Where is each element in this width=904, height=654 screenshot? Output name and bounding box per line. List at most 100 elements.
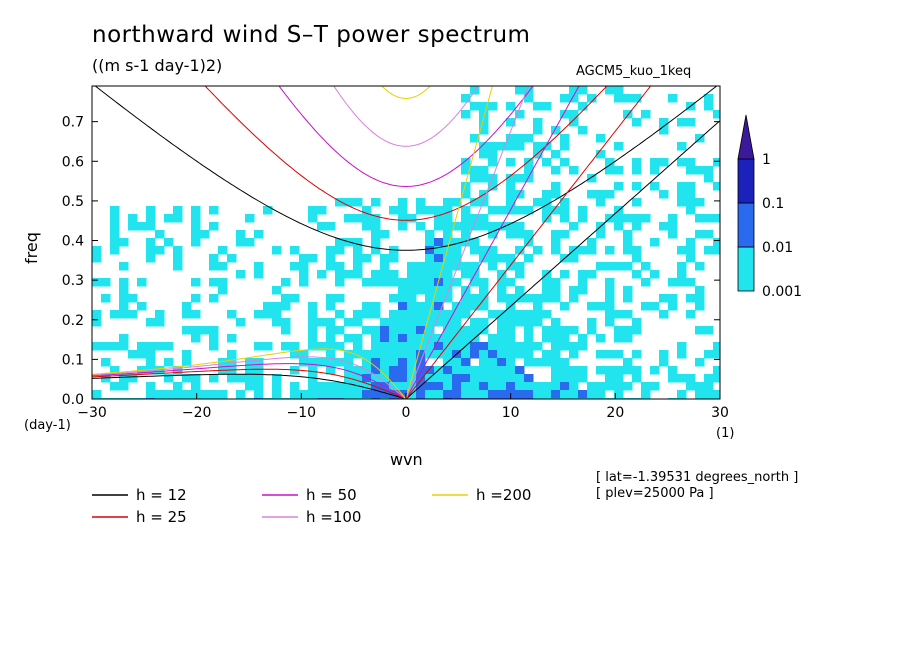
heat-cell — [272, 390, 282, 399]
heat-cell — [488, 102, 498, 111]
heat-cell — [245, 382, 255, 391]
heat-cell — [587, 302, 597, 311]
heat-cell — [326, 382, 336, 391]
heat-cell — [686, 310, 696, 319]
heat-cell — [569, 286, 579, 295]
heat-cell — [533, 142, 543, 151]
heat-cell — [614, 334, 624, 343]
heat-cell — [614, 86, 624, 95]
heat-cell — [398, 198, 408, 207]
heat-cell — [461, 158, 471, 167]
heat-cell — [686, 206, 696, 215]
heat-cell — [524, 326, 534, 335]
heat-cell — [704, 326, 714, 335]
heat-cell — [389, 270, 399, 279]
heat-cell — [632, 158, 642, 167]
x-tick-label: 20 — [606, 405, 624, 421]
heat-cell — [596, 366, 606, 375]
heat-cell — [380, 326, 390, 335]
heat-cell — [236, 374, 246, 383]
heat-cell — [461, 214, 471, 223]
heat-cell — [524, 374, 534, 383]
heat-cell — [695, 302, 705, 311]
heat-cell — [344, 270, 354, 279]
heat-cell — [191, 390, 201, 399]
heat-cell — [686, 246, 696, 255]
heat-cell — [407, 302, 417, 311]
heat-cell — [569, 382, 579, 391]
heat-cell — [515, 262, 525, 271]
heat-cell — [668, 94, 678, 103]
heat-cell — [488, 390, 498, 399]
heat-cell — [623, 262, 633, 271]
heat-cell — [614, 374, 624, 383]
heat-cell — [308, 318, 318, 327]
heat-cell — [254, 374, 264, 383]
heat-cell — [461, 366, 471, 375]
heat-cell — [110, 222, 120, 231]
heat-cell — [524, 342, 534, 351]
heat-cell — [371, 230, 381, 239]
heat-cell — [515, 350, 525, 359]
heat-cell — [155, 342, 165, 351]
heat-cell — [434, 334, 444, 343]
heat-cell — [461, 390, 471, 399]
heat-cell — [614, 142, 624, 151]
heat-cell — [236, 238, 246, 247]
heat-cell — [353, 390, 363, 399]
heat-cell — [623, 238, 633, 247]
heat-cell — [227, 254, 237, 263]
heat-cell — [191, 230, 201, 239]
heat-cell — [623, 246, 633, 255]
heat-cell — [515, 174, 525, 183]
heat-cell — [524, 390, 534, 399]
heat-cell — [326, 390, 336, 399]
heat-cell — [704, 390, 714, 399]
heat-cell — [488, 262, 498, 271]
heat-cell — [551, 390, 561, 399]
heat-cell — [335, 294, 345, 303]
heat-cell — [371, 222, 381, 231]
heat-cell — [326, 262, 336, 271]
y-tick-label: 0.1 — [62, 352, 84, 368]
heat-cell — [191, 382, 201, 391]
heat-cell — [452, 342, 462, 351]
heat-cell — [614, 326, 624, 335]
heat-cell — [470, 102, 480, 111]
heat-cell — [695, 166, 705, 175]
heat-cell — [308, 302, 318, 311]
heat-cell — [650, 382, 660, 391]
heat-cell — [263, 342, 273, 351]
heat-cell — [146, 350, 156, 359]
heat-cell — [452, 310, 462, 319]
heat-cell — [236, 390, 246, 399]
heat-cell — [443, 278, 453, 287]
heat-cell — [425, 246, 435, 255]
heat-cell — [677, 278, 687, 287]
heat-cell — [434, 382, 444, 391]
heat-cell — [713, 374, 723, 383]
heat-cell — [110, 310, 120, 319]
heat-cell — [551, 278, 561, 287]
heat-cell — [416, 302, 426, 311]
heat-cell — [677, 350, 687, 359]
heat-cell — [623, 310, 633, 319]
heat-cell — [200, 326, 210, 335]
heat-cell — [434, 222, 444, 231]
heat-cell — [614, 262, 624, 271]
heat-cell — [551, 286, 561, 295]
heat-cell — [506, 382, 516, 391]
heat-cell — [209, 374, 219, 383]
heat-cell — [191, 222, 201, 231]
heat-cell — [425, 270, 435, 279]
heat-cell — [371, 342, 381, 351]
heat-cell — [497, 286, 507, 295]
heat-cell — [659, 294, 669, 303]
heat-cell — [695, 286, 705, 295]
heat-cell — [137, 302, 147, 311]
heat-cell — [407, 214, 417, 223]
heat-cell — [641, 214, 651, 223]
heat-cell — [353, 318, 363, 327]
y-tick-label: 0.3 — [62, 273, 84, 289]
heat-cell — [353, 246, 363, 255]
